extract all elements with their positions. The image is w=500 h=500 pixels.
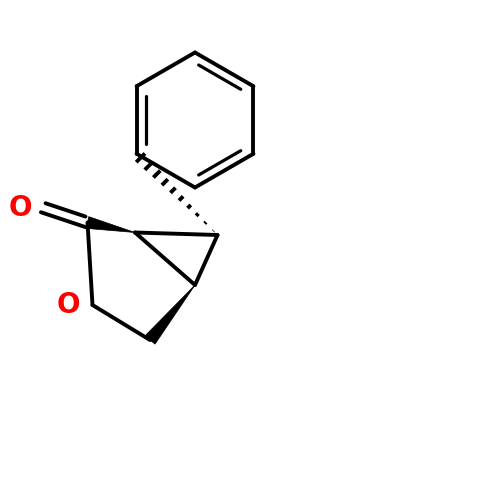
Text: O: O bbox=[8, 194, 32, 222]
Text: O: O bbox=[57, 291, 80, 319]
Polygon shape bbox=[145, 285, 195, 344]
Polygon shape bbox=[86, 216, 135, 232]
